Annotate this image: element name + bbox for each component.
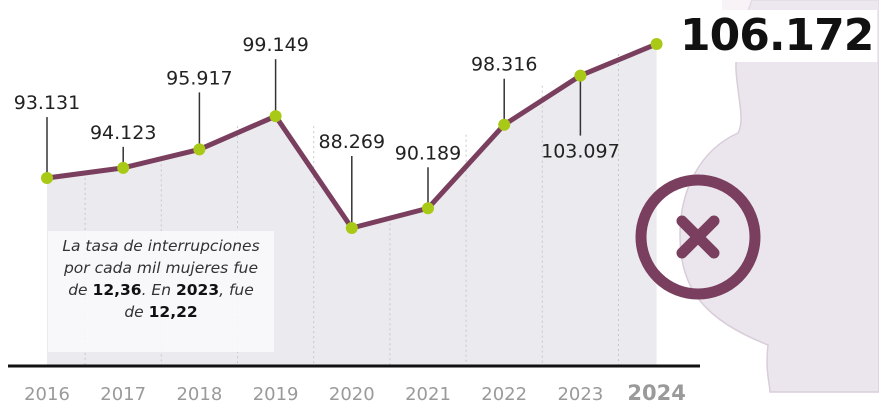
x-tick-label: 2023 bbox=[557, 384, 603, 405]
note-text: , fue bbox=[219, 281, 254, 299]
data-label: 90.189 bbox=[395, 142, 461, 164]
data-point bbox=[117, 161, 130, 174]
data-point bbox=[193, 143, 206, 156]
data-point bbox=[345, 222, 358, 234]
note-value: 12,22 bbox=[148, 303, 198, 321]
x-tick-label: 2024 bbox=[627, 381, 685, 405]
x-tick-label: 2016 bbox=[24, 384, 70, 405]
note-text: de bbox=[68, 281, 93, 299]
data-label: 103.097 bbox=[541, 141, 620, 163]
cancel-x-circle-icon bbox=[635, 174, 761, 300]
data-label: 88.269 bbox=[319, 131, 385, 153]
note-value: 12,36 bbox=[92, 281, 142, 299]
note-text: La tasa de interrupciones bbox=[62, 237, 260, 255]
note-text: por cada mil mujeres fue bbox=[63, 259, 259, 277]
x-tick-label: 2019 bbox=[253, 384, 299, 405]
data-point bbox=[422, 202, 434, 215]
x-tick-label: 2017 bbox=[100, 384, 146, 405]
note-year: 2023 bbox=[175, 281, 220, 299]
data-label: 95.917 bbox=[166, 67, 232, 89]
highlight-value-label: 106.172 bbox=[676, 10, 878, 62]
data-point bbox=[650, 38, 663, 50]
note-text: . En bbox=[141, 281, 176, 299]
x-tick-label: 2020 bbox=[329, 384, 375, 405]
data-point bbox=[574, 69, 587, 82]
x-tick-label: 2022 bbox=[481, 384, 527, 405]
silhouette bbox=[679, 0, 879, 393]
data-label: 98.316 bbox=[471, 54, 537, 76]
x-tick-label: 2021 bbox=[405, 384, 451, 405]
icon-x bbox=[676, 215, 720, 259]
data-label: 93.131 bbox=[14, 92, 80, 114]
data-point bbox=[41, 172, 53, 185]
data-point bbox=[498, 118, 511, 131]
icon-ring bbox=[635, 174, 761, 300]
note-text: de bbox=[124, 303, 149, 321]
data-point bbox=[269, 110, 282, 123]
data-label: 94.123 bbox=[90, 122, 156, 144]
data-label: 99.149 bbox=[242, 34, 308, 56]
x-tick-label: 2018 bbox=[176, 384, 222, 405]
annotation-note: La tasa de interrupciones por cada mil m… bbox=[48, 231, 274, 352]
